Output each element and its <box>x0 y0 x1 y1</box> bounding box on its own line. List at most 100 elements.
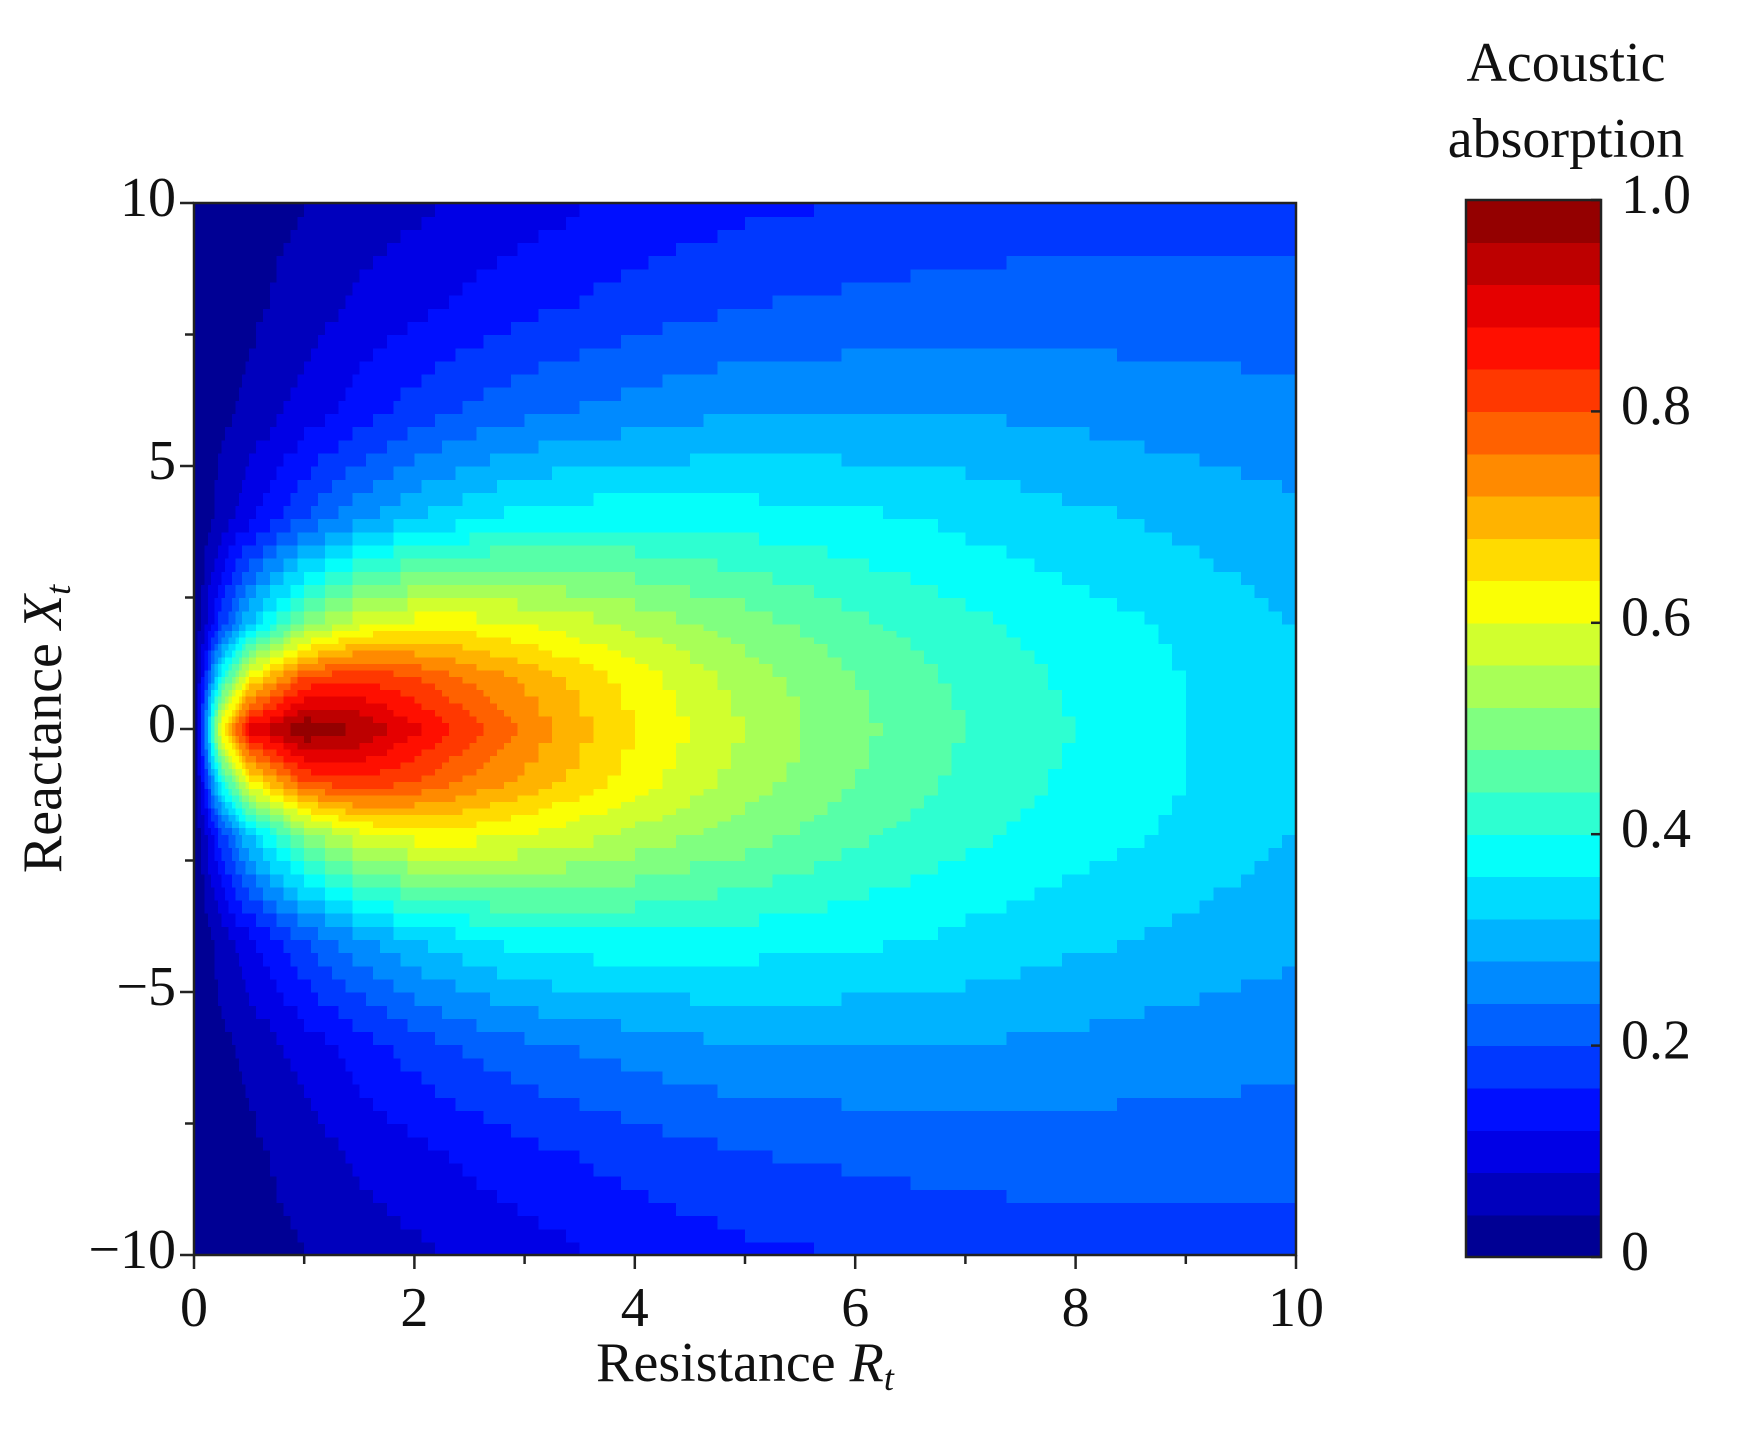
contour-cell <box>462 886 471 901</box>
contour-cell <box>338 873 347 888</box>
contour-cell <box>1116 1228 1132 1243</box>
contour-cell <box>379 1057 388 1072</box>
contour-cell <box>204 965 209 980</box>
contour-cell <box>366 899 374 914</box>
contour-cell <box>841 1057 856 1072</box>
contour-cell <box>311 952 319 967</box>
contour-cell <box>283 814 292 822</box>
contour-cell <box>283 1031 292 1046</box>
contour-cell <box>1116 860 1132 875</box>
contour-cell <box>772 873 787 888</box>
contour-cell <box>407 1215 415 1230</box>
contour-cell <box>937 1215 953 1230</box>
contour-cell <box>224 1162 230 1177</box>
contour-cell <box>813 1123 829 1138</box>
contour-cell <box>1268 821 1283 829</box>
contour-cell <box>937 801 953 809</box>
contour-cell <box>214 788 219 796</box>
contour-cell <box>1020 1215 1035 1230</box>
contour-cell <box>731 1018 746 1033</box>
contour-cell <box>882 1097 898 1111</box>
contour-cell <box>1185 1149 1201 1164</box>
contour-cell <box>393 827 402 835</box>
contour-cell <box>1199 1241 1214 1256</box>
contour-cell <box>1254 1097 1270 1111</box>
contour-cell <box>379 729 388 737</box>
contour-cell <box>1034 1044 1049 1059</box>
contour-cell <box>689 1031 705 1046</box>
contour-cell <box>338 781 347 789</box>
contour-cell <box>607 1070 622 1085</box>
contour-cell <box>441 827 450 835</box>
contour-cell <box>428 1202 436 1217</box>
contour-cell <box>503 939 512 954</box>
contour-cell <box>841 847 856 862</box>
contour-cell <box>1199 992 1214 1006</box>
contour-cell <box>400 1149 409 1164</box>
contour-cell <box>937 1162 953 1177</box>
contour-cell <box>1213 913 1228 927</box>
contour-cell <box>224 1176 230 1190</box>
contour-cell <box>235 775 240 783</box>
contour-cell <box>231 807 236 816</box>
contour-cell <box>538 939 553 954</box>
contour-cell <box>204 1031 209 1046</box>
contour-cell <box>221 1110 226 1125</box>
contour-cell <box>373 788 381 796</box>
contour-cell <box>304 978 312 993</box>
contour-cell <box>552 1110 567 1125</box>
contour-cell <box>414 834 422 848</box>
contour-cell <box>503 1149 512 1164</box>
contour-cell <box>1254 978 1270 993</box>
contour-cell <box>373 1136 381 1151</box>
contour-cell <box>441 1189 450 1203</box>
contour-cell <box>462 1202 471 1217</box>
contour-cell <box>1020 952 1035 967</box>
contour-cell <box>311 1136 319 1151</box>
contour-cell <box>276 1136 285 1151</box>
contour-cell <box>800 1031 815 1046</box>
contour-cell <box>269 1097 278 1111</box>
contour-cell <box>245 1084 250 1098</box>
contour-cell <box>304 913 312 927</box>
contour-cell <box>593 1241 608 1256</box>
contour-cell <box>593 807 608 816</box>
contour-cell <box>197 1241 202 1256</box>
contour-cell <box>1061 807 1077 816</box>
contour-cell <box>283 1241 292 1256</box>
contour-cell <box>393 992 402 1006</box>
contour-cell <box>235 1084 240 1098</box>
contour-cell <box>579 1110 595 1125</box>
contour-cell <box>758 1044 774 1059</box>
contour-cell <box>290 1149 298 1164</box>
contour-cell <box>593 992 608 1006</box>
contour-cell <box>579 1057 595 1072</box>
contour-cell <box>421 992 429 1006</box>
contour-cell <box>249 847 257 862</box>
contour-cell <box>1172 1202 1187 1217</box>
contour-cell <box>214 1149 219 1164</box>
contour-cell <box>503 1097 512 1111</box>
contour-cell <box>565 992 581 1006</box>
contour-cell <box>428 860 436 875</box>
contour-cell <box>242 860 247 875</box>
contour-cell <box>400 768 409 776</box>
contour-cell <box>304 992 312 1006</box>
contour-cell <box>593 761 608 770</box>
contour-cell <box>827 1215 843 1230</box>
contour-cell <box>992 1241 1008 1256</box>
contour-cell <box>965 1070 980 1085</box>
contour-cell <box>593 847 608 862</box>
contour-cell <box>455 913 464 927</box>
contour-cell <box>238 1084 243 1098</box>
contour-cell <box>200 847 205 862</box>
contour-cell <box>317 1228 326 1243</box>
contour-cell <box>311 1123 319 1138</box>
contour-cell <box>800 860 815 875</box>
contour-cell <box>524 794 539 802</box>
contour-cell <box>197 913 202 927</box>
contour-cell <box>304 755 312 763</box>
contour-cell <box>524 742 539 750</box>
contour-cell <box>1006 1202 1022 1217</box>
contour-cell <box>304 775 312 783</box>
